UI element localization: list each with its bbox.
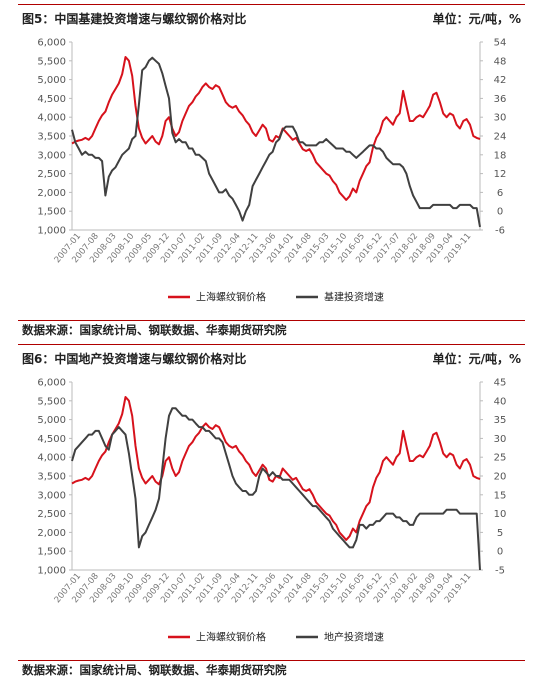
- y-tick-label-right: -5: [495, 566, 505, 577]
- y-tick-label-left: 4,500: [37, 94, 66, 105]
- series-line-steel-price: [71, 396, 481, 541]
- y-tick-label-right: 45: [494, 378, 507, 389]
- figure-source: 数据来源：国家统计局、钢联数据、华泰期货研究院: [22, 323, 287, 337]
- y-tick-label-right: 30: [494, 434, 507, 445]
- title-rule: [18, 344, 525, 345]
- legend-label-steel: 上海螺纹钢价格: [196, 291, 266, 304]
- legend-label-investment: 基建投资增速: [324, 291, 384, 304]
- series-line-investment-growth: [71, 407, 481, 571]
- y-tick-label-right: 35: [494, 415, 507, 426]
- y-tick-label-left: 2,000: [37, 188, 66, 199]
- y-tick-label-left: 6,000: [37, 38, 66, 49]
- y-tick-label-right: 54: [494, 38, 507, 49]
- y-tick-label-right: 25: [494, 453, 507, 464]
- y-tick-label-right: 12: [494, 169, 507, 180]
- y-tick-label-left: 1,500: [37, 207, 66, 218]
- y-tick-label-left: 4,500: [37, 434, 66, 445]
- y-tick-label-left: 3,000: [37, 150, 66, 161]
- y-tick-label-right: 20: [494, 472, 507, 483]
- title-rule: [18, 4, 525, 5]
- figure-2: 图6：中国地产投资增速与螺纹钢价格对比 单位：元/吨，% 1,000 1,500 2…: [0, 342, 543, 680]
- y-tick-label-left: 3,500: [37, 472, 66, 483]
- figure-title: 图6：中国地产投资增速与螺纹钢价格对比: [22, 352, 247, 366]
- legend-label-steel: 上海螺纹钢价格: [196, 631, 266, 644]
- y-tick-label-right: 36: [494, 94, 507, 105]
- chart-realestate-vs-rebar: 1,000 1,500 2,000 2,500 3,000 3,500 4,000 4,500…: [37, 378, 507, 644]
- y-tick-label-left: 4,000: [37, 453, 66, 464]
- y-tick-label-left: 4,000: [37, 113, 66, 124]
- figure-1: 图5：中国基建投资增速与螺纹钢价格对比 单位：元/吨，% 1,000 1,500 2…: [18, 4, 525, 337]
- y-tick-label-right: 42: [494, 75, 507, 86]
- y-tick-label-left: 5,500: [37, 396, 66, 407]
- y-tick-label-left: 1,500: [37, 547, 66, 558]
- figure-source: 数据来源：国家统计局、钢联数据、华泰期货研究院: [22, 663, 287, 677]
- y-tick-label-left: 5,000: [37, 75, 66, 86]
- y-tick-label-right: 0: [497, 207, 503, 218]
- y-tick-label-right: 24: [494, 132, 507, 143]
- figure-unit: 单位：元/吨，%: [432, 352, 521, 366]
- source-rule: [18, 660, 525, 661]
- y-tick-label-right: 6: [497, 188, 503, 199]
- y-tick-label-left: 3,500: [37, 132, 66, 143]
- y-tick-label-right: 18: [494, 150, 507, 161]
- series-line-investment-growth: [71, 56, 481, 228]
- y-tick-label-right: -6: [495, 226, 505, 237]
- y-tick-label-right: 30: [494, 113, 507, 124]
- y-tick-label-left: 6,000: [37, 378, 66, 389]
- y-tick-label-left: 2,500: [37, 169, 66, 180]
- y-tick-label-left: 1,000: [37, 226, 66, 237]
- figure-title: 图5：中国基建投资增速与螺纹钢价格对比: [22, 12, 247, 26]
- y-tick-label-left: 5,000: [37, 415, 66, 426]
- y-tick-label-right: 40: [494, 396, 507, 407]
- y-tick-label-right: 5: [497, 528, 503, 539]
- figure-unit: 单位：元/吨，%: [432, 12, 521, 26]
- y-tick-label-right: 10: [494, 509, 507, 520]
- y-tick-label-right: 15: [494, 490, 507, 501]
- y-tick-label-left: 2,000: [37, 528, 66, 539]
- y-tick-label-left: 3,000: [37, 490, 66, 501]
- chart-infrastructure-vs-rebar: 1,000 1,500 2,000 2,500 3,000 3,500 4,000 4,500…: [37, 38, 507, 304]
- y-tick-label-left: 1,000: [37, 566, 66, 577]
- series-line-steel-price: [71, 56, 481, 201]
- y-tick-label-right: 48: [494, 56, 507, 67]
- y-tick-label-left: 2,500: [37, 509, 66, 520]
- y-tick-label-right: 0: [497, 547, 503, 558]
- legend-label-investment: 地产投资增速: [324, 631, 384, 644]
- y-tick-label-left: 5,500: [37, 56, 66, 67]
- source-rule: [18, 320, 525, 321]
